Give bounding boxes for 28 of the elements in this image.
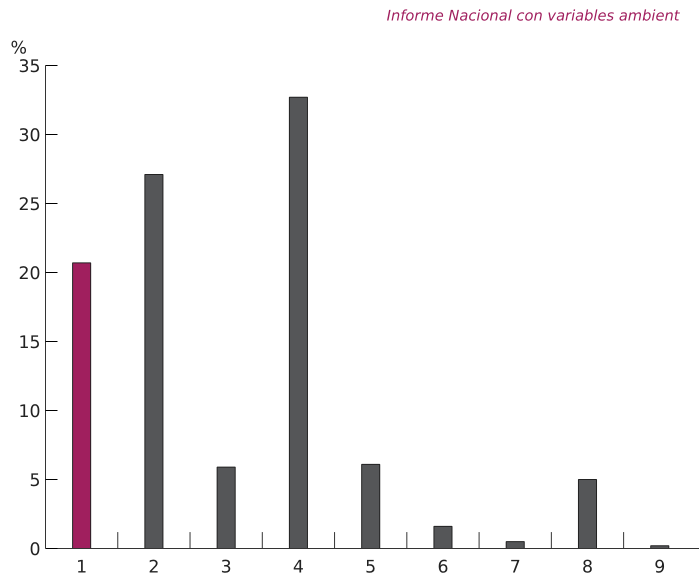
bar — [216, 466, 236, 548]
y-tick-label: 25 — [18, 195, 41, 215]
x-tick-label: 9 — [654, 558, 666, 578]
x-tick-label: 8 — [582, 558, 594, 578]
bar — [72, 262, 92, 548]
y-tick-label: 10 — [18, 402, 41, 422]
bar — [433, 526, 452, 548]
x-tick-label: 4 — [292, 558, 304, 578]
y-tick-label: 35 — [18, 57, 41, 77]
y-tick-label: 30 — [18, 126, 41, 146]
x-tick-label: 6 — [437, 558, 448, 578]
x-tick-label: 7 — [510, 558, 521, 578]
x-tick-label: 2 — [148, 558, 160, 578]
x-tick-label: 5 — [365, 558, 376, 578]
y-tick-label: 0 — [29, 540, 41, 560]
x-tick-label: 3 — [220, 558, 232, 578]
y-axis-title: % — [10, 38, 27, 58]
bar — [650, 545, 670, 548]
bar — [361, 464, 380, 548]
bar — [506, 541, 525, 548]
bar — [578, 479, 598, 548]
y-tick-label: 5 — [29, 471, 41, 491]
bar — [144, 174, 164, 548]
x-tick-label: 1 — [76, 558, 88, 578]
chart-title: Informe Nacional con variables ambient — [386, 8, 681, 24]
y-tick-label: 20 — [18, 264, 41, 284]
bar — [288, 96, 308, 548]
y-tick-label: 15 — [18, 333, 41, 353]
